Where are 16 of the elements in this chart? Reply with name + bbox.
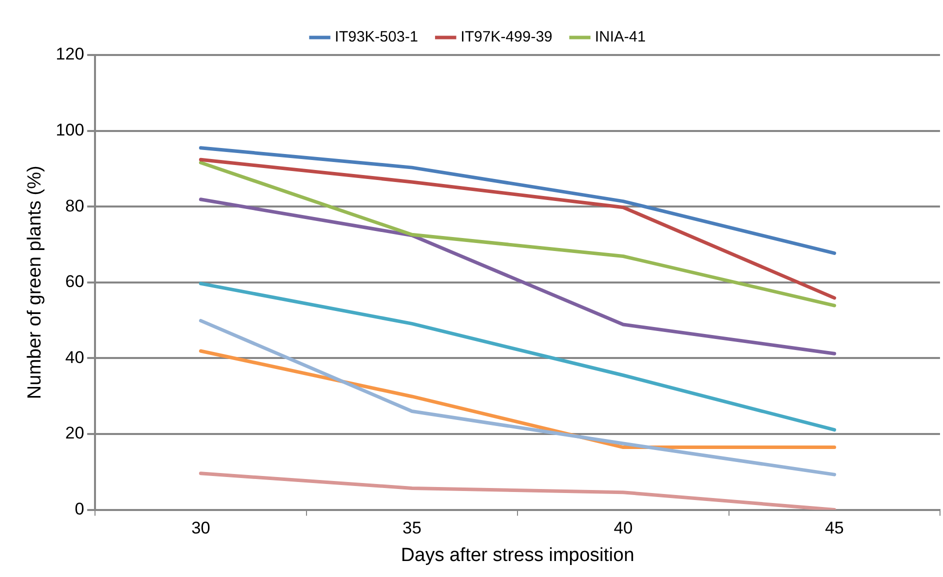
x-tick-label: 30 xyxy=(191,518,210,538)
y-tick-label: 60 xyxy=(65,272,84,292)
x-axis-title: Days after stress imposition xyxy=(400,544,634,566)
x-tick-label: 40 xyxy=(614,518,633,538)
y-tick-label: 80 xyxy=(65,196,84,216)
legend-label: IT93K-503-1 xyxy=(334,28,418,46)
y-tick-label: 0 xyxy=(74,499,84,518)
legend-label: INIA-41 xyxy=(594,28,646,46)
y-tick-label: 120 xyxy=(56,44,84,64)
x-tick-label: 45 xyxy=(824,518,844,538)
legend-label: IT97K-499-39 xyxy=(460,28,552,46)
y-tick-label: 20 xyxy=(65,424,84,443)
y-tick-label: 100 xyxy=(56,120,84,140)
x-tick-label: 35 xyxy=(402,518,422,538)
y-axis-title: Number of green plants (%) xyxy=(24,166,46,400)
y-tick-label: 40 xyxy=(65,348,84,367)
